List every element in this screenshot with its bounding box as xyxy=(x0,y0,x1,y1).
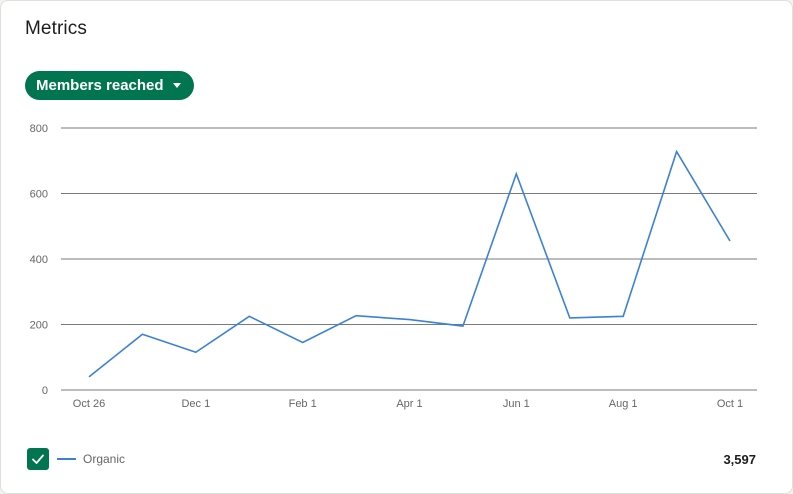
metric-dropdown[interactable]: Members reached xyxy=(25,71,194,100)
legend: Organic xyxy=(27,448,125,470)
y-tick-label: 600 xyxy=(30,189,48,201)
y-tick-label: 0 xyxy=(42,385,48,397)
x-tick-label: Dec 1 xyxy=(181,398,210,410)
y-tick-label: 400 xyxy=(30,254,48,266)
series-line-organic xyxy=(88,149,731,378)
y-tick-label: 200 xyxy=(30,320,48,332)
x-tick-label: Oct 26 xyxy=(73,398,105,410)
x-tick-label: Jun 1 xyxy=(503,398,530,410)
caret-down-icon xyxy=(172,83,181,88)
legend-line-swatch xyxy=(57,458,76,460)
x-tick-label: Apr 1 xyxy=(396,398,422,410)
line-chart: 0 200 400 600 800 Oct 26 Dec 1 Feb 1 Apr 1 Jun 1 A… xyxy=(30,123,757,410)
checkmark-icon xyxy=(32,454,44,464)
series-total: 3,597 xyxy=(723,452,756,467)
x-tick-label: Aug 1 xyxy=(609,398,638,410)
metric-dropdown-label: Members reached xyxy=(36,77,164,94)
x-tick-label: Oct 1 xyxy=(717,398,743,410)
series-checkbox[interactable] xyxy=(27,448,49,470)
card-title: Metrics xyxy=(25,18,87,39)
y-tick-label: 800 xyxy=(30,123,48,135)
legend-series-label: Organic xyxy=(83,452,126,466)
x-tick-label: Feb 1 xyxy=(289,398,317,410)
